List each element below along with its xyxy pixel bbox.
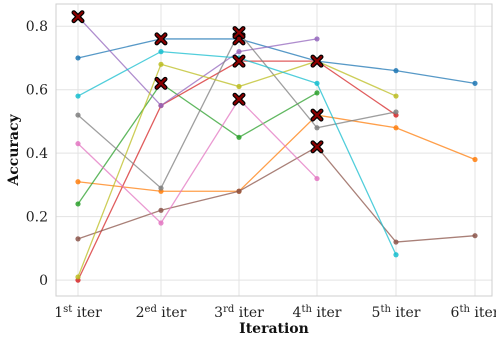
series-line [77, 16, 318, 107]
marker-fill [233, 93, 245, 105]
y-tick-label: 0 [39, 273, 48, 289]
data-point [158, 220, 164, 226]
best-accuracy-marker [310, 140, 324, 154]
data-point [75, 179, 81, 185]
data-point [158, 207, 164, 213]
data-point [472, 156, 478, 163]
data-point [314, 80, 320, 86]
x-tick-label: 5th iter [372, 304, 421, 321]
y-axis-title: Accuracy [6, 114, 22, 187]
x-axis-ticks: 1st iter 2ed iter 3rd iter 4th iter 5th iter… [54, 304, 496, 321]
y-tick-label: 0.6 [26, 83, 48, 99]
series-line [77, 98, 318, 225]
data-point [393, 252, 399, 258]
x-axis-title: Iteration [239, 321, 309, 337]
data-point [75, 55, 81, 61]
best-accuracy-marker [310, 54, 324, 68]
best-accuracy-marker [232, 92, 246, 106]
marker-fill [311, 55, 323, 67]
series-line [77, 145, 476, 243]
data-point [314, 175, 320, 182]
data-point [314, 36, 320, 42]
data-point [393, 68, 399, 74]
x-tick-label: 2ed iter [136, 304, 187, 321]
x-tick-label: 4th iter [293, 304, 342, 321]
data-point [393, 109, 399, 115]
series-line [77, 114, 476, 192]
data-point [75, 112, 81, 118]
data-point [393, 93, 399, 99]
marker-fill [311, 141, 323, 153]
series-line [77, 60, 397, 278]
y-tick-label: 0.8 [26, 19, 48, 35]
marker-fill [233, 55, 245, 67]
data-point [75, 201, 81, 207]
y-tick-label: 0.2 [26, 210, 48, 226]
data-point [75, 93, 81, 99]
series-group [75, 14, 478, 283]
data-point [158, 61, 164, 67]
data-point [393, 239, 399, 245]
best-accuracy-marker [71, 10, 85, 24]
marker-fill [72, 11, 84, 22]
best-accuracy-marker [154, 32, 168, 46]
marker-fill [155, 78, 167, 89]
y-tick-label: 0.4 [26, 146, 48, 162]
x-tick-label: 3rd iter [214, 304, 264, 321]
x-tick-label: 6th iter [451, 304, 496, 321]
plot-frame [55, 3, 493, 297]
marker-fill [155, 33, 167, 45]
y-axis-ticks: 0 0.2 0.4 0.6 0.8 [26, 19, 48, 289]
data-point [472, 80, 478, 86]
data-point [75, 274, 81, 280]
marker-fill [311, 109, 323, 121]
data-point [314, 90, 320, 96]
best-accuracy-marker [310, 108, 324, 122]
marker-fill [233, 27, 245, 38]
data-point [236, 188, 242, 194]
best-accuracy-marker [232, 54, 246, 68]
data-point [236, 49, 242, 55]
data-point [393, 125, 399, 131]
data-point [236, 134, 242, 140]
data-point [314, 125, 320, 131]
best-accuracy-marker [232, 26, 246, 40]
data-point [236, 83, 242, 90]
data-point [472, 233, 478, 239]
data-point [158, 185, 164, 191]
series-line [77, 38, 476, 84]
best-marker-group [71, 10, 324, 154]
best-accuracy-marker [154, 76, 168, 90]
data-point [158, 102, 164, 109]
data-point [75, 141, 81, 147]
x-tick-label: 1st iter [54, 304, 102, 321]
data-point [75, 236, 81, 242]
data-point [158, 49, 164, 55]
